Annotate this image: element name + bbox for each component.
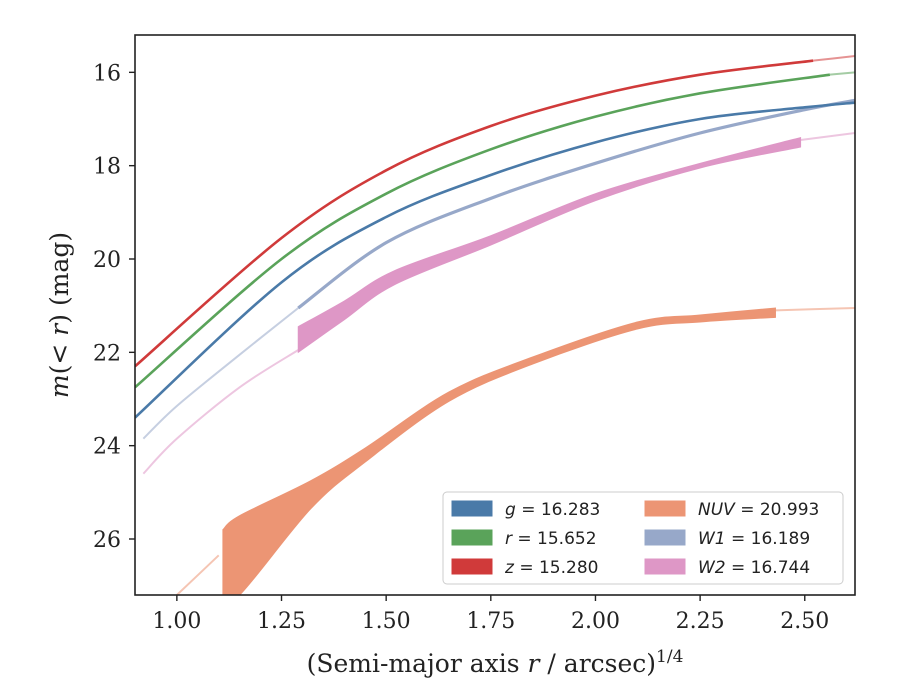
series-W1-line xyxy=(297,98,855,310)
legend-label: g = 16.283 xyxy=(505,500,600,520)
series-z xyxy=(135,55,855,368)
series-W2-faint-line xyxy=(142,349,299,475)
legend-label: r = 15.652 xyxy=(505,529,597,549)
legend-label: NUV = 20.993 xyxy=(698,500,819,520)
series-layer xyxy=(135,55,855,595)
x-tick-label: 2.25 xyxy=(676,609,725,634)
legend-item: r = 15.652 xyxy=(451,529,597,549)
series-W2 xyxy=(142,132,855,475)
plot-frame xyxy=(134,34,856,596)
y-tick-label: 20 xyxy=(93,248,121,273)
series-r-faint-line xyxy=(829,71,855,76)
series-g-line xyxy=(135,101,855,419)
legend-item: g = 16.283 xyxy=(451,500,600,520)
y-tick-label: 16 xyxy=(93,61,121,86)
y-axis-title: m(< r) (mag) xyxy=(45,232,74,398)
x-axis-title: (Semi-major axis r / arcsec)1/4 xyxy=(307,647,684,678)
series-NUV-faint-line xyxy=(775,307,855,312)
x-axis: 1.00 1.25 1.50 1.75 2.00 2.25 2.50 xyxy=(152,595,829,634)
legend-swatch xyxy=(451,500,493,517)
legend-item: z = 15.280 xyxy=(451,558,598,578)
x-tick-label: 1.25 xyxy=(257,609,306,634)
legend-swatch xyxy=(451,529,493,546)
y-axis: 16 18 20 22 24 26 xyxy=(93,61,135,553)
series-W1 xyxy=(142,98,855,440)
series-g xyxy=(135,101,855,419)
legend-swatch xyxy=(644,558,686,575)
x-tick-label: 1.75 xyxy=(466,609,515,634)
legend-item: W1 = 16.189 xyxy=(644,529,810,549)
x-tick-label: 1.00 xyxy=(152,609,201,634)
legend-swatch xyxy=(451,558,493,575)
series-W2-faint-line xyxy=(800,132,855,141)
series-W1-faint-line xyxy=(142,307,299,440)
series-NUV-faint-line xyxy=(176,554,220,595)
y-tick-label: 18 xyxy=(93,155,121,180)
series-r-line xyxy=(135,73,831,389)
legend-label: W2 = 16.744 xyxy=(698,558,810,578)
legend-label: z = 15.280 xyxy=(504,558,598,578)
legend-swatch xyxy=(644,500,686,517)
series-NUV xyxy=(176,307,855,595)
y-tick-label: 22 xyxy=(93,341,121,366)
series-r xyxy=(135,71,855,389)
x-tick-label: 2.50 xyxy=(780,609,829,634)
x-tick-label: 2.00 xyxy=(571,609,620,634)
series-z-line xyxy=(135,59,814,368)
series-z-faint-line xyxy=(813,55,855,62)
legend: g = 16.283 NUV = 20.993 r = 15.652 W1 = 16.… xyxy=(442,491,844,585)
y-tick-label: 26 xyxy=(93,528,121,553)
legend-item: NUV = 20.993 xyxy=(644,500,819,520)
series-NUV-band xyxy=(222,307,776,595)
series-W2-band xyxy=(297,137,802,354)
y-tick-label: 24 xyxy=(93,435,121,460)
legend-item: W2 = 16.744 xyxy=(644,558,810,578)
legend-swatch xyxy=(644,529,686,546)
series-g-faint-line xyxy=(135,101,855,419)
legend-label: W1 = 16.189 xyxy=(698,529,810,549)
x-tick-label: 1.50 xyxy=(362,609,411,634)
legend-box xyxy=(442,491,844,585)
